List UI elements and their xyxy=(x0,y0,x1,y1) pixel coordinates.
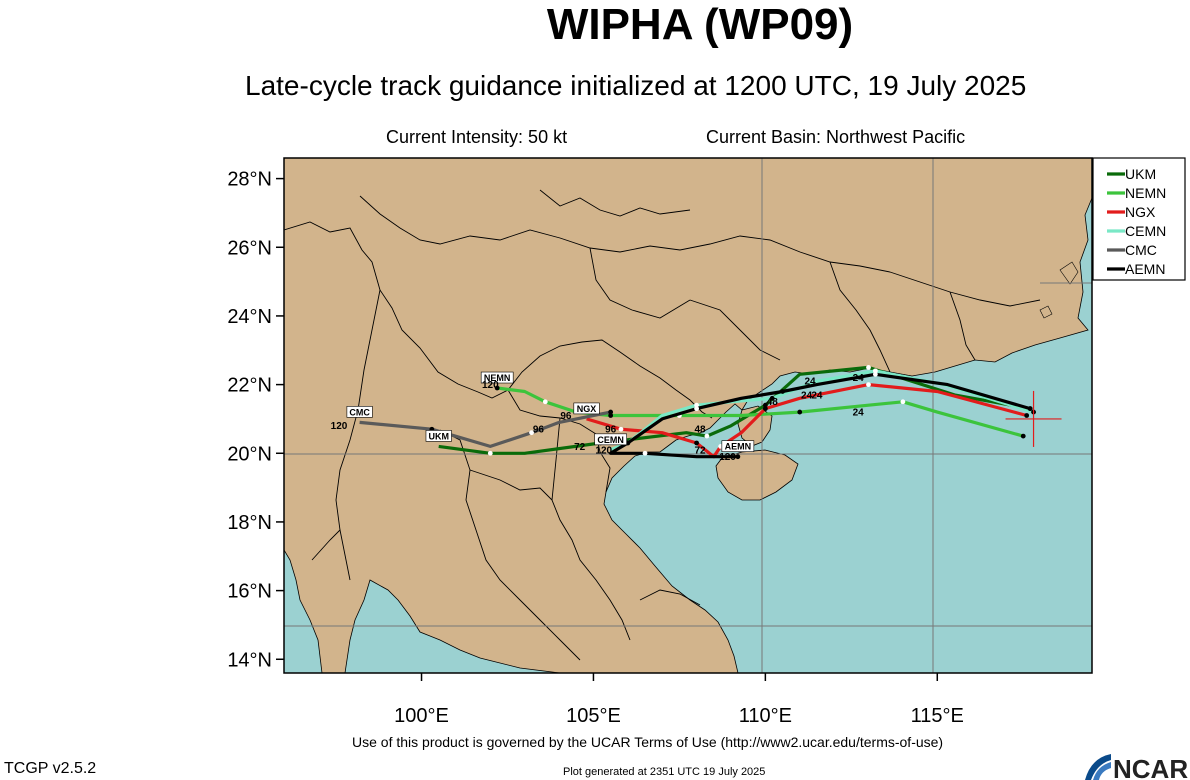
hainan-island xyxy=(715,449,799,501)
track-cmc xyxy=(359,410,611,448)
track-end-label-text: CMC xyxy=(349,407,370,417)
track-point-aemn xyxy=(694,406,699,412)
track-point-aemn xyxy=(1027,406,1033,412)
track-point-nemn xyxy=(494,385,500,391)
model-legend: UKM NEMN NGX CEMN CMC AEMN xyxy=(1092,157,1186,281)
track-point-cemn xyxy=(769,395,775,401)
track-end-label-nemn: NEMN xyxy=(480,371,514,384)
track-ngx xyxy=(586,383,1028,459)
guidance-subtitle: Late-cycle track guidance initialized at… xyxy=(245,70,1027,101)
lat-tick-label: 22°N xyxy=(227,375,272,397)
track-point-nemn xyxy=(797,409,803,415)
forecast-hour-label: 96 xyxy=(605,425,617,436)
version-text: TCGP v2.5.2 xyxy=(4,760,97,777)
track-point-nemn xyxy=(900,399,906,405)
track-point-ngx xyxy=(618,426,624,432)
legend-box xyxy=(1092,157,1186,281)
track-point-cemn xyxy=(694,402,699,408)
forecast-hour-label: 24 xyxy=(811,390,823,401)
lon-tick-label: 115°E xyxy=(911,705,964,727)
coastal-islands xyxy=(1039,261,1079,319)
track-end-label-text: NEMN xyxy=(484,373,511,383)
track-point-aemn xyxy=(642,450,648,456)
ncar-logo: NCAR xyxy=(1085,754,1188,780)
track-end-label-text: UKM xyxy=(428,431,449,441)
map-gridlines xyxy=(284,158,1092,673)
track-point-cmc xyxy=(608,409,614,415)
forecast-hour-label: 24 xyxy=(853,408,865,419)
terms-of-use: Use of this product is governed by the U… xyxy=(352,734,944,750)
track-end-label-text: NGX xyxy=(577,404,597,414)
track-point-nemn xyxy=(1020,433,1026,439)
track-point-ngx xyxy=(866,382,871,387)
forecast-hour-label: 96 xyxy=(560,411,572,422)
forecast-hour-label: 120 xyxy=(719,452,736,463)
track-point-ukm xyxy=(487,450,493,456)
forecast-hour-label: 96 xyxy=(533,425,545,436)
track-end-label-ngx: NGX xyxy=(573,402,600,415)
forecast-hour-label: 48 xyxy=(767,397,779,408)
forecast-hour-label: 120 xyxy=(595,445,612,456)
track-point-cemn xyxy=(872,368,878,374)
lon-tick-label: 110°E xyxy=(739,705,792,727)
track-point-nemn xyxy=(542,399,548,405)
storm-title: WIPHA (WP09) xyxy=(546,0,854,49)
track-point-aemn xyxy=(735,454,741,460)
lat-tick-label: 20°N xyxy=(227,443,272,465)
country-borders xyxy=(284,189,1041,661)
current-basin: Current Basin: Northwest Pacific xyxy=(706,127,966,147)
lon-tick-label: 105°E xyxy=(566,705,621,727)
track-layer xyxy=(359,365,1062,460)
track-point-aemn xyxy=(780,389,785,394)
track-point-ukm xyxy=(866,365,871,370)
legend-label-nemn: NEMN xyxy=(1125,185,1166,201)
lat-tick-label: 14°N xyxy=(227,649,272,671)
track-end-label-text: CEMN xyxy=(597,435,624,445)
generated-timestamp: Plot generated at 2351 UTC 19 July 2025 xyxy=(563,766,766,778)
track-point-aemn xyxy=(872,371,878,377)
lat-tick-label: 16°N xyxy=(227,581,272,603)
lat-tick-label: 28°N xyxy=(227,169,272,191)
current-intensity: Current Intensity: 50 kt xyxy=(386,127,568,147)
legend-label-ukm: UKM xyxy=(1125,166,1156,182)
lon-tick-label: 100°E xyxy=(394,705,449,727)
forecast-hour-label: 24 xyxy=(804,377,816,388)
forecast-hour-label: 120 xyxy=(331,421,348,432)
map-axes: 28°N 26°N 24°N 22°N 20°N 18°N 16°N 14°N 100°E 105… xyxy=(227,169,964,727)
ncar-logo-text: NCAR xyxy=(1113,754,1188,780)
track-end-label-cemn: CEMN xyxy=(594,433,627,446)
track-end-label-text: AEMN xyxy=(725,442,752,452)
track-point-ukm xyxy=(704,433,710,439)
lat-tick-label: 24°N xyxy=(227,306,272,328)
track-point-ngx xyxy=(1024,413,1030,418)
map-frame xyxy=(283,157,1093,674)
forecast-hour-label: 24 xyxy=(853,373,865,384)
track-end-label-ukm: UKM xyxy=(425,430,452,442)
legend-label-cemn: CEMN xyxy=(1125,223,1166,239)
track-end-label-cmc: CMC xyxy=(346,406,373,418)
track-end-label-aemn: AEMN xyxy=(721,440,755,453)
forecast-hour-label: 120 xyxy=(482,380,499,391)
forecast-hour-label: 24 xyxy=(801,390,813,401)
track-point-nemn xyxy=(608,413,614,418)
lat-tick-label: 18°N xyxy=(227,512,272,534)
ncar-logo-mark xyxy=(1085,754,1111,780)
track-point-ngx xyxy=(694,440,699,446)
forecast-hour-label: 72 xyxy=(694,445,706,456)
lat-tick-label: 26°N xyxy=(227,237,272,259)
forecast-hour-label: 48 xyxy=(694,425,706,436)
forecast-hour-label: 72 xyxy=(574,442,586,453)
track-point-ukm xyxy=(762,402,768,408)
legend-label-ngx: NGX xyxy=(1125,204,1156,220)
legend-label-aemn: AEMN xyxy=(1125,261,1165,277)
track-point-cmc xyxy=(529,430,534,436)
legend-label-cmc: CMC xyxy=(1125,242,1157,258)
track-point-ngx xyxy=(762,406,768,412)
